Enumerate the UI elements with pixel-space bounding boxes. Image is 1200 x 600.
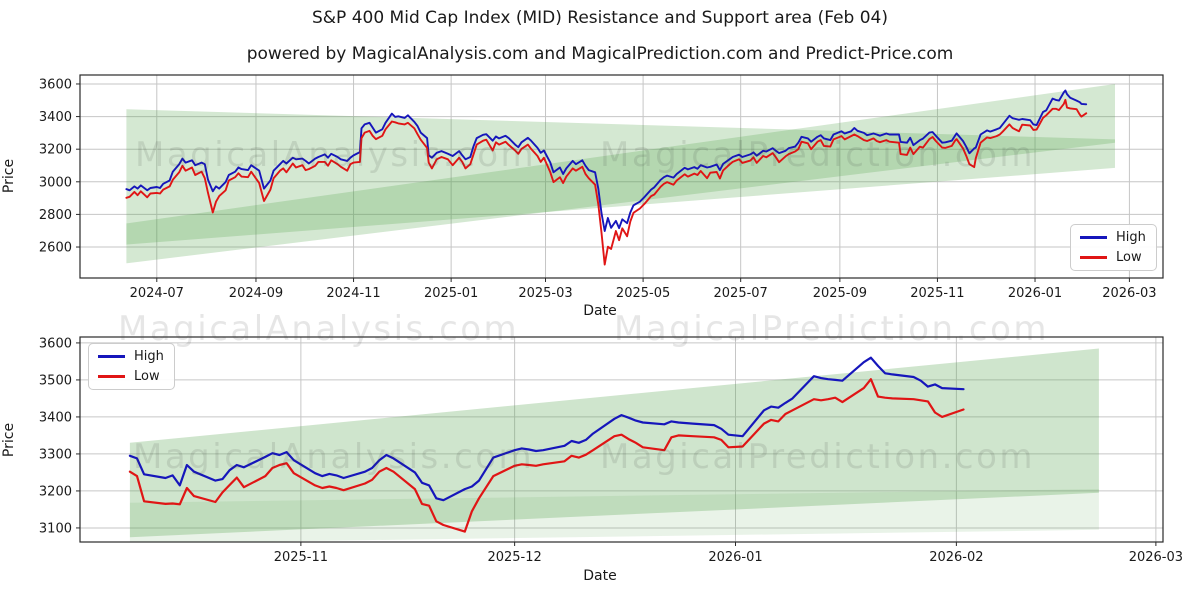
low-line-swatch bbox=[98, 375, 125, 378]
legend-item-low: Low bbox=[1080, 251, 1146, 264]
y-tick-label: 3500 bbox=[39, 373, 72, 388]
legend-label-high: High bbox=[1116, 230, 1146, 245]
watermark-text: MagicalPrediction.com bbox=[600, 135, 1035, 175]
x-tick-label: 2026-03 bbox=[1129, 550, 1183, 565]
y-tick-label: 2600 bbox=[39, 241, 72, 256]
y-axis-label-bottom: Price bbox=[1, 422, 18, 458]
x-tick-label: 2025-05 bbox=[616, 286, 670, 301]
chart-subtitle: powered by MagicalAnalysis.com and Magic… bbox=[246, 44, 954, 64]
x-tick-label: 2026-02 bbox=[929, 550, 983, 565]
x-axis-label-bottom: Date bbox=[583, 568, 617, 584]
y-tick-label: 3600 bbox=[39, 77, 72, 92]
x-tick-label: 2026-01 bbox=[708, 550, 762, 565]
y-tick-label: 3000 bbox=[39, 175, 72, 190]
legend-item-high: High bbox=[98, 350, 164, 363]
high-line bbox=[125, 89, 1088, 232]
legend-label-high: High bbox=[134, 349, 164, 364]
watermarks: MagicalAnalysis.com MagicalPrediction.com… bbox=[118, 135, 1049, 477]
high-line-swatch bbox=[1080, 236, 1107, 239]
y-tick-label: 3400 bbox=[39, 110, 72, 125]
x-tick-label: 2026-01 bbox=[1008, 286, 1062, 301]
bottom-chart: 2025-11 2025-12 2026-01 2026-02 2026-03 3100 3… bbox=[39, 336, 1183, 565]
y-tick-label: 2800 bbox=[39, 208, 72, 223]
high-line-swatch bbox=[98, 355, 125, 358]
watermark-text: MagicalPrediction.com bbox=[614, 309, 1049, 349]
legend-label-low: Low bbox=[1116, 250, 1142, 265]
axes-frame bbox=[79, 336, 1164, 543]
y-tick-label: 3600 bbox=[39, 336, 72, 351]
support-area-band bbox=[129, 348, 1099, 538]
low-line bbox=[128, 378, 965, 533]
x-tick-label: 2024-09 bbox=[229, 286, 283, 301]
bands bbox=[129, 348, 1099, 542]
bands bbox=[126, 84, 1115, 264]
y-tick-label: 3400 bbox=[39, 410, 72, 425]
high-line bbox=[128, 356, 965, 502]
x-tick-label: 2025-03 bbox=[518, 286, 572, 301]
x-tick-label: 2025-07 bbox=[714, 286, 768, 301]
x-tick-label: 2025-12 bbox=[487, 550, 541, 565]
tick-labels: 2025-11 2025-12 2026-01 2026-02 2026-03 3100 3… bbox=[39, 336, 1183, 565]
chart-title: S&P 400 Mid Cap Index (MID) Resistance a… bbox=[312, 8, 888, 28]
support-area-band bbox=[126, 84, 1115, 264]
gridlines bbox=[80, 337, 1163, 542]
legend-bottom-chart: High Low bbox=[88, 343, 175, 390]
low-line-swatch bbox=[1080, 256, 1107, 259]
legend-item-high: High bbox=[1080, 231, 1146, 244]
x-tick-label: 2025-11 bbox=[274, 550, 328, 565]
legend-label-low: Low bbox=[134, 369, 160, 384]
series-lines bbox=[128, 356, 965, 533]
x-tick-label: 2026-03 bbox=[1102, 286, 1156, 301]
series-lines bbox=[125, 89, 1088, 266]
x-axis-label-top: Date bbox=[583, 303, 617, 319]
y-tick-label: 3100 bbox=[39, 521, 72, 536]
y-tick-label: 3200 bbox=[39, 484, 72, 499]
y-tick-label: 3300 bbox=[39, 447, 72, 462]
watermark-text: MagicalAnalysis.com bbox=[133, 437, 534, 477]
low-line bbox=[125, 98, 1088, 266]
top-chart: 2024-07 2024-09 2024-11 2025-01 2025-03 2025-… bbox=[39, 74, 1164, 301]
legend-top-chart: High Low bbox=[1070, 224, 1157, 271]
x-tick-label: 2024-07 bbox=[130, 286, 184, 301]
legend-item-low: Low bbox=[98, 370, 164, 383]
resistance-area-band bbox=[126, 109, 1115, 245]
x-tick-label: 2025-09 bbox=[813, 286, 867, 301]
axes-frame bbox=[79, 74, 1164, 279]
x-tick-label: 2025-01 bbox=[424, 286, 478, 301]
gridlines bbox=[80, 75, 1163, 278]
tick-labels: 2024-07 2024-09 2024-11 2025-01 2025-03 2025-… bbox=[39, 77, 1157, 301]
watermark-text: MagicalPrediction.com bbox=[600, 437, 1035, 477]
y-axis-label-top: Price bbox=[1, 158, 18, 194]
x-tick-label: 2025-11 bbox=[910, 286, 964, 301]
x-tick-label: 2024-11 bbox=[326, 286, 380, 301]
resistance-area-band bbox=[129, 489, 1099, 542]
watermark-text: MagicalAnalysis.com bbox=[118, 309, 519, 349]
y-tick-label: 3200 bbox=[39, 143, 72, 158]
watermark-text: MagicalAnalysis.com bbox=[135, 135, 536, 175]
